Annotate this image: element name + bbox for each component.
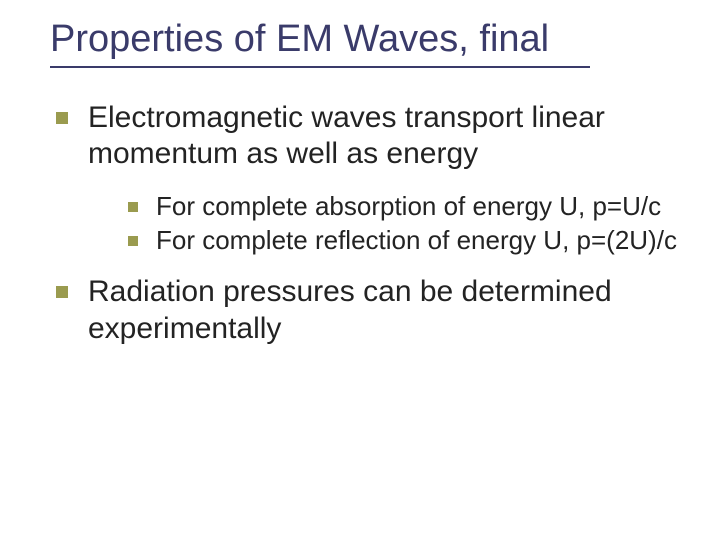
list-item-text: Electromagnetic waves transport linear m… (88, 100, 680, 173)
square-bullet-icon (128, 202, 138, 212)
list-item-text: For complete absorption of energy U, p=U… (156, 191, 661, 223)
slide-body: Electromagnetic waves transport linear m… (50, 74, 680, 348)
list-item: Radiation pressures can be determined ex… (56, 274, 680, 347)
list-item: Electromagnetic waves transport linear m… (56, 100, 680, 173)
square-bullet-icon (56, 112, 68, 124)
list-item-text: For complete reflection of energy U, p=(… (156, 225, 677, 257)
list-item: For complete reflection of energy U, p=(… (128, 225, 680, 257)
slide: Properties of EM Waves, final Electromag… (0, 0, 720, 540)
square-bullet-icon (56, 286, 68, 298)
slide-title: Properties of EM Waves, final (50, 18, 680, 62)
square-bullet-icon (128, 236, 138, 246)
list-item: For complete absorption of energy U, p=U… (128, 191, 680, 223)
title-underline (50, 66, 590, 68)
sub-list: For complete absorption of energy U, p=U… (56, 191, 680, 256)
title-block: Properties of EM Waves, final (50, 18, 680, 68)
list-item-text: Radiation pressures can be determined ex… (88, 274, 680, 347)
